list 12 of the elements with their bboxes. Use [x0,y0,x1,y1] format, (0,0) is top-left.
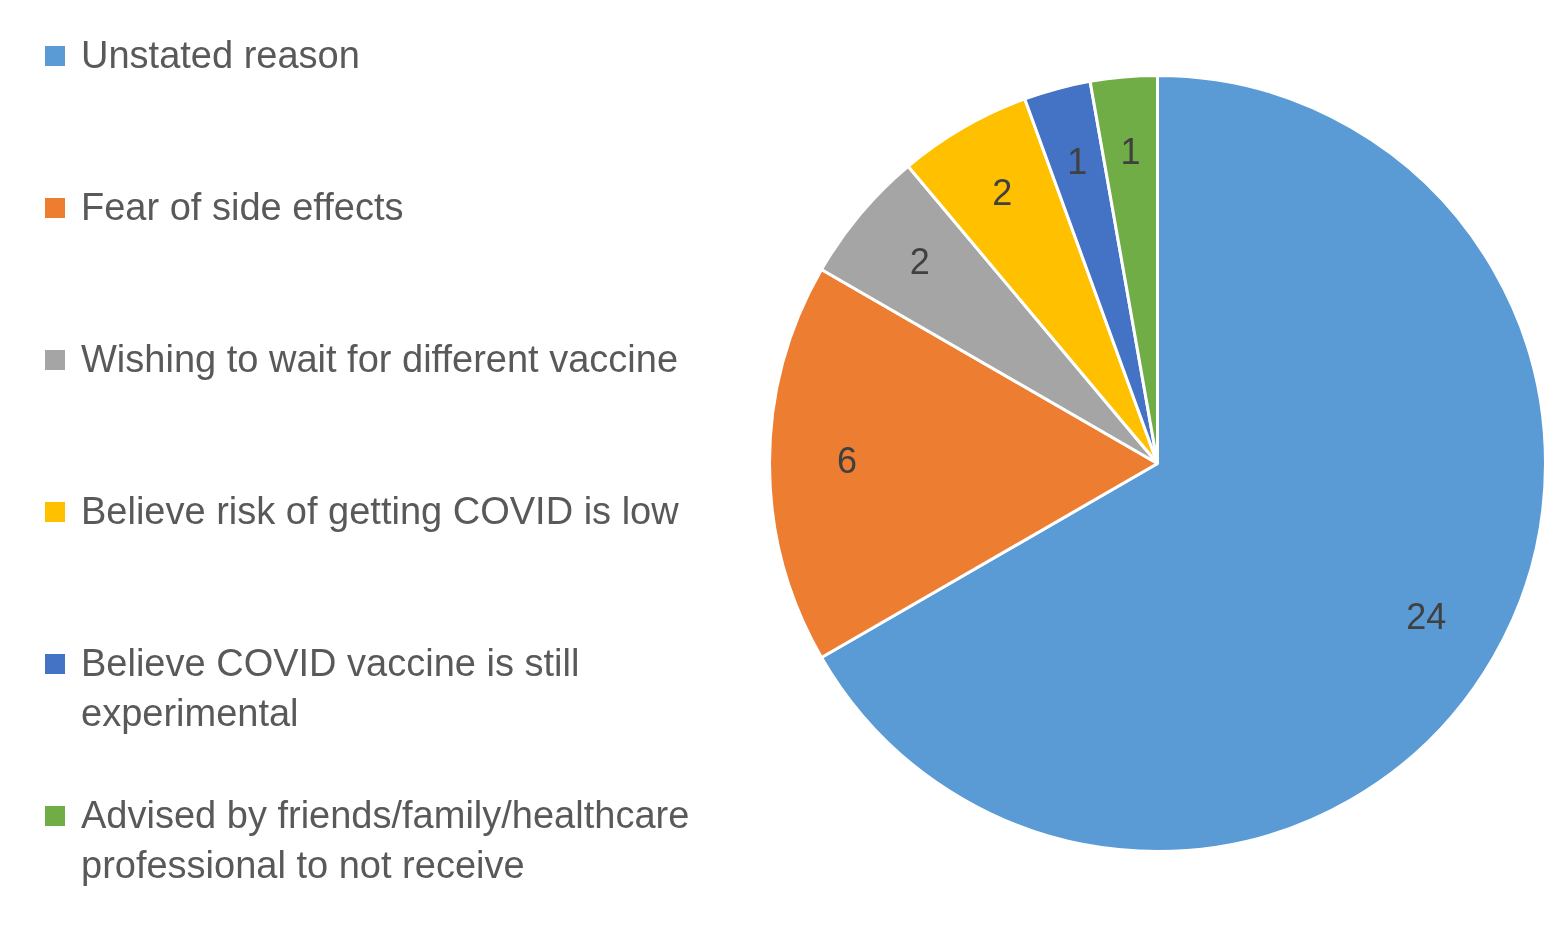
data-label: 2 [909,240,930,282]
legend-label: Wishing to wait for different vaccine [81,337,679,382]
legend-label: Advised by friends/family/healthcare professional to not receive [81,793,691,888]
legend-label: Unstated reason [81,33,360,78]
legend-label: Believe COVID vaccine is still experimental [81,641,581,736]
data-label: 1 [1120,131,1141,173]
data-label: 2 [992,171,1013,213]
legend-label: Believe risk of getting COVID is low [81,489,679,534]
legend-label: Fear of side effects [81,185,404,230]
data-label: 6 [837,440,858,482]
data-label: 24 [1406,595,1447,637]
data-label: 1 [1067,140,1088,182]
